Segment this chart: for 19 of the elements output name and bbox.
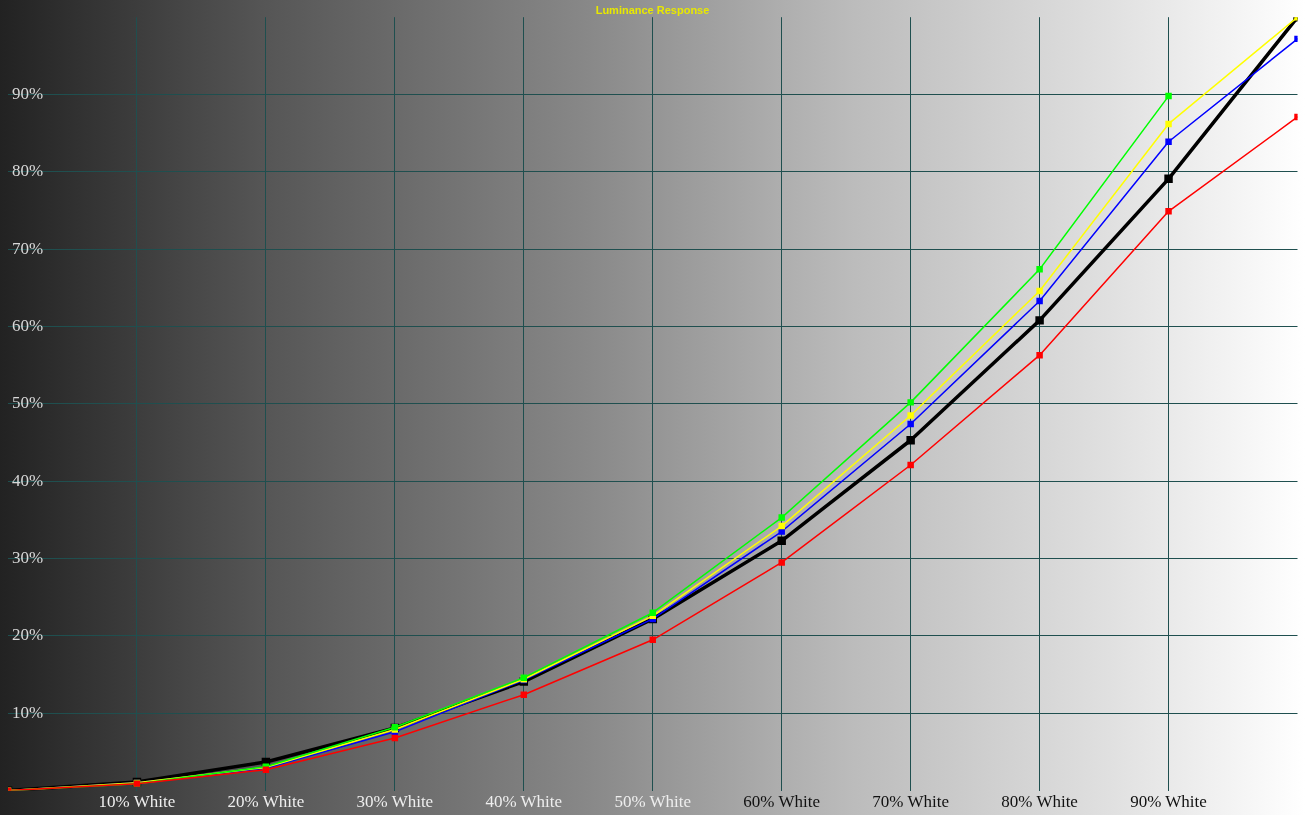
x-tick-label: 50% White — [614, 792, 692, 812]
x-tick-label: 80% White — [1001, 792, 1078, 812]
y-tick-label: 60% — [12, 316, 44, 336]
y-tick-label: 10% — [12, 702, 44, 722]
x-tick-label: 60% White — [743, 792, 821, 812]
y-tick-label: 70% — [12, 238, 44, 258]
x-tick-label: 70% White — [872, 792, 949, 812]
x-tick-label: 40% White — [485, 792, 563, 812]
y-tick-label: 40% — [12, 470, 44, 490]
y-tick-label: 80% — [12, 161, 44, 181]
x-tick-label: 10% White — [98, 792, 176, 812]
y-tick-label: 90% — [12, 84, 44, 104]
x-tick-label: 20% White — [227, 792, 305, 812]
y-tick-label: 50% — [12, 393, 44, 413]
y-tick-label: 20% — [12, 625, 44, 645]
x-tick-label: 90% White — [1130, 792, 1207, 812]
x-tick-label: 30% White — [356, 792, 434, 812]
chart-title: Luminance Response — [595, 3, 710, 16]
y-tick-label: 30% — [12, 548, 44, 568]
